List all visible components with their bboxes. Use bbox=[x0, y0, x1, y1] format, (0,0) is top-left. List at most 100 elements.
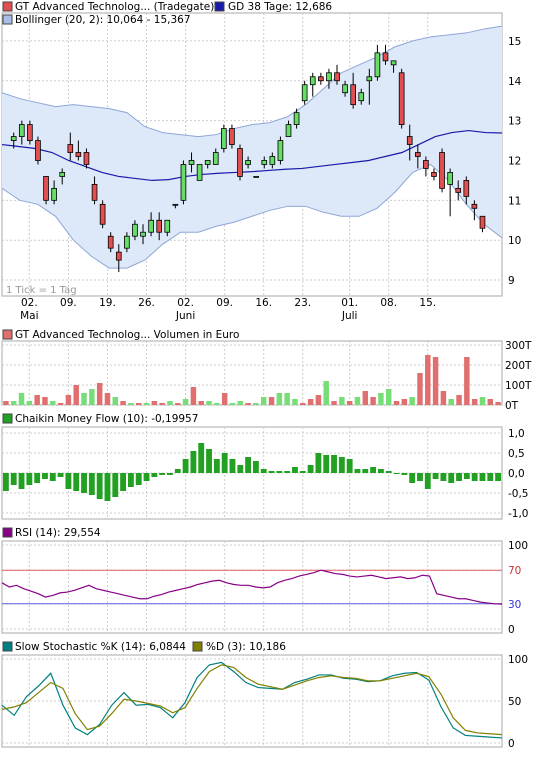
candle-body bbox=[253, 176, 259, 178]
candle-body bbox=[358, 92, 365, 102]
legend-rsi-label: RSI (14): 29,554 bbox=[15, 527, 101, 539]
volume-bar bbox=[401, 399, 408, 405]
candle-body bbox=[67, 144, 74, 153]
volume-bar bbox=[354, 397, 361, 405]
cmf-bar bbox=[206, 449, 212, 473]
volume-bar bbox=[206, 401, 212, 405]
cmf-tick-label: 0,0 bbox=[508, 468, 525, 480]
cmf-bar bbox=[73, 473, 80, 491]
volume-bar bbox=[26, 401, 33, 405]
x-tick-label: 02. bbox=[21, 297, 38, 309]
volume-bar bbox=[323, 381, 329, 405]
candle-body bbox=[423, 160, 429, 169]
volume-bar bbox=[128, 403, 134, 405]
volume-bar bbox=[182, 399, 189, 405]
candle-body bbox=[350, 84, 356, 106]
candle-body bbox=[75, 152, 82, 157]
candle-body bbox=[245, 160, 251, 165]
candle-body bbox=[180, 164, 187, 201]
bollinger-lower-line bbox=[1, 163, 503, 269]
volume-bar bbox=[112, 397, 119, 405]
volume-bar bbox=[73, 385, 79, 405]
candle-body bbox=[398, 72, 405, 126]
stoch-tick-label: 0 bbox=[508, 738, 515, 750]
volume-bar bbox=[81, 393, 87, 405]
volume-bar bbox=[346, 401, 353, 405]
volume-bar bbox=[120, 401, 126, 405]
legend-price-label: GT Advanced Technolog... (Tradegate) bbox=[15, 1, 214, 13]
cmf-bar bbox=[34, 473, 41, 483]
candle-body bbox=[334, 72, 340, 82]
candle-body bbox=[35, 140, 41, 161]
candle-body bbox=[390, 60, 397, 66]
cmf-bar bbox=[495, 473, 502, 481]
volume-bar bbox=[96, 383, 103, 405]
legend-stoch-d-label: %D (3): 10,186 bbox=[206, 641, 286, 653]
candle-body bbox=[261, 160, 268, 165]
candle-body bbox=[107, 235, 114, 249]
volume-bars bbox=[3, 355, 501, 405]
candle-body bbox=[10, 136, 17, 141]
cmf-bar bbox=[479, 473, 486, 481]
cmf-bar bbox=[151, 473, 158, 477]
cmf-bar bbox=[221, 453, 228, 473]
volume-bar bbox=[151, 401, 158, 405]
candle-body bbox=[172, 203, 179, 206]
cmf-bar bbox=[377, 469, 384, 473]
volume-bar bbox=[65, 395, 72, 405]
volume-bar bbox=[3, 401, 9, 405]
legend-swatch-rsi bbox=[2, 527, 13, 538]
volume-bar bbox=[456, 395, 462, 405]
candle-body bbox=[59, 172, 66, 177]
y-tick-label: 10 bbox=[508, 235, 521, 247]
candle-body bbox=[83, 152, 90, 165]
cmf-bar bbox=[213, 459, 220, 473]
cmf-bar bbox=[49, 473, 56, 481]
candles bbox=[10, 44, 486, 273]
candle-body bbox=[124, 235, 130, 249]
cmf-bar bbox=[112, 473, 119, 497]
candle-body bbox=[43, 176, 49, 201]
candle-body bbox=[115, 251, 122, 261]
volume-bar bbox=[464, 357, 470, 405]
candle-body bbox=[229, 128, 235, 145]
cmf-bar bbox=[362, 469, 369, 473]
volume-bar bbox=[432, 357, 439, 405]
legend-swatch-stoch-k bbox=[2, 641, 13, 652]
volume-bar bbox=[198, 401, 204, 405]
stochastic-lines bbox=[1, 661, 503, 739]
cmf-bar bbox=[229, 459, 236, 473]
volume-bar bbox=[10, 401, 17, 405]
candle-body bbox=[326, 72, 332, 82]
cmf-bar bbox=[159, 473, 166, 475]
cmf-bar bbox=[448, 473, 455, 483]
cmf-bar bbox=[2, 473, 9, 491]
cmf-bar bbox=[338, 457, 345, 473]
volume-tick-label: 200T bbox=[505, 360, 532, 372]
volume-bar bbox=[268, 397, 275, 405]
volume-bar bbox=[221, 393, 228, 405]
volume-bar bbox=[34, 395, 40, 405]
volume-bar bbox=[42, 397, 48, 405]
volume-bar bbox=[89, 389, 95, 405]
candle-body bbox=[188, 160, 195, 165]
candle-body bbox=[293, 112, 300, 126]
legend-swatch-ma bbox=[214, 1, 225, 12]
rsi-tick-label: 100 bbox=[508, 540, 528, 552]
candle-body bbox=[140, 231, 146, 237]
cmf-bar bbox=[432, 473, 439, 479]
cmf-bar bbox=[237, 465, 244, 473]
cmf-bar bbox=[284, 471, 291, 473]
candle-body bbox=[148, 219, 154, 233]
candle-body bbox=[285, 124, 292, 137]
volume-bar bbox=[292, 399, 298, 405]
legend-stoch-k-label: Slow Stochastic %K (14): 6,0844 bbox=[15, 641, 186, 653]
cmf-bar bbox=[88, 473, 95, 495]
candle-body bbox=[27, 124, 33, 141]
volume-bar bbox=[229, 403, 236, 405]
cmf-bar bbox=[424, 473, 431, 489]
rsi-tick-label: 70 bbox=[508, 565, 521, 577]
volume-bar bbox=[260, 397, 267, 405]
cmf-bar bbox=[463, 473, 470, 479]
